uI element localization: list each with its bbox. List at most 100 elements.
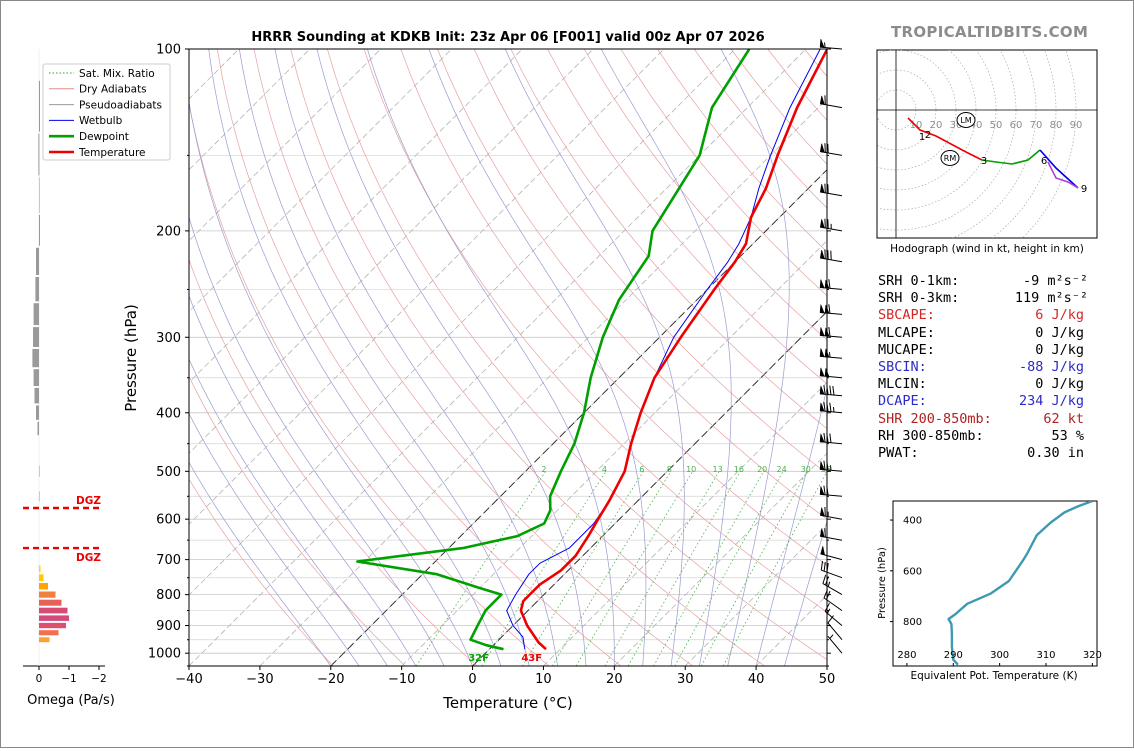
stat-row: MUCAPE: 0 J/kg bbox=[878, 342, 1098, 359]
y-tick-label: 100 bbox=[156, 43, 181, 58]
stat-value: 234 J/kg bbox=[1019, 393, 1084, 410]
stat-row: DCAPE:234 J/kg bbox=[878, 393, 1098, 410]
mixing-ratio-label: 6 bbox=[639, 465, 644, 474]
omega-bar bbox=[39, 592, 56, 598]
stat-value: 0 J/kg bbox=[1035, 325, 1084, 342]
moist-adiabat--8 bbox=[136, 49, 415, 666]
wind-barb bbox=[820, 368, 842, 378]
hodograph-ring-label: 80 bbox=[1050, 120, 1063, 131]
mixing-ratio-10 bbox=[576, 471, 693, 666]
wind-barbs bbox=[820, 39, 842, 653]
omega-bar bbox=[39, 608, 68, 614]
wind-barb bbox=[825, 603, 842, 625]
omega-bar bbox=[39, 623, 66, 628]
x-tick-label: −10 bbox=[388, 672, 415, 687]
moist-adiabat-36 bbox=[721, 49, 789, 666]
stat-row: SBCAPE:6 J/kg bbox=[878, 307, 1098, 324]
stat-label: SRH 0-1km: bbox=[878, 273, 959, 290]
wind-barb bbox=[820, 219, 842, 231]
wind-barb bbox=[820, 528, 842, 540]
stat-value: 62 kt bbox=[1043, 411, 1084, 428]
hodograph-ring-label: 70 bbox=[1030, 120, 1043, 131]
dgz-label: DGZ bbox=[76, 552, 101, 564]
y-tick-label: 200 bbox=[156, 224, 181, 239]
x-tick-label: 10 bbox=[535, 672, 552, 687]
moist-adiabat-24 bbox=[429, 49, 646, 666]
theta-e-x-tick-label: 320 bbox=[1083, 650, 1102, 661]
moist-adiabat-12 bbox=[275, 49, 558, 666]
stat-row: RH 300-850mb:53 % bbox=[878, 428, 1098, 445]
x-tick-label: 50 bbox=[819, 672, 836, 687]
hodograph-height-label: 2 bbox=[925, 130, 931, 141]
legend-label: Dry Adiabats bbox=[79, 84, 147, 96]
mixing-ratio-30 bbox=[701, 471, 807, 666]
omega-bar bbox=[32, 349, 39, 367]
theta-e-y-tick-label: 400 bbox=[903, 516, 922, 527]
x-tick-label: 20 bbox=[606, 672, 623, 687]
stat-label: SHR 200-850mb: bbox=[878, 411, 992, 428]
stat-row: MLCIN:0 J/kg bbox=[878, 376, 1098, 393]
theta-e-frame bbox=[893, 501, 1097, 666]
omega-bar bbox=[38, 422, 40, 435]
skewt-xlabel: Temperature (°C) bbox=[442, 694, 572, 712]
skewt-ylabel: Pressure (hPa) bbox=[122, 304, 140, 412]
mixing-ratio-20 bbox=[654, 471, 764, 666]
mixing-ratio-2 bbox=[416, 471, 546, 666]
stat-row: PWAT:0.30 in bbox=[878, 445, 1098, 462]
dry-adiabat-300 bbox=[254, 49, 693, 666]
moist-adiabat-16 bbox=[317, 49, 586, 666]
omega-bar bbox=[35, 388, 40, 404]
stat-value: -88 J/kg bbox=[1019, 359, 1084, 376]
y-tick-label: 400 bbox=[156, 406, 181, 421]
isotherm--40 bbox=[189, 49, 806, 666]
x-tick-label: 40 bbox=[748, 672, 765, 687]
stat-label: SBCIN: bbox=[878, 359, 927, 376]
mixing-ratio-36 bbox=[723, 471, 827, 666]
omega-bar bbox=[39, 615, 69, 621]
theta-e-xlabel: Equivalent Pot. Temperature (K) bbox=[910, 670, 1077, 682]
wind-barb bbox=[820, 184, 842, 196]
stat-label: PWAT: bbox=[878, 445, 919, 462]
omega-bar bbox=[36, 405, 39, 419]
y-tick-label: 1000 bbox=[148, 647, 181, 662]
hodograph-ring-label: 50 bbox=[990, 120, 1003, 131]
legend-label: Temperature bbox=[78, 147, 146, 159]
y-tick-label: 500 bbox=[156, 465, 181, 480]
mixing-ratio-6 bbox=[522, 471, 643, 666]
hodograph-height-label: 6 bbox=[1041, 156, 1047, 167]
omega-bar bbox=[35, 277, 39, 301]
legend-label: Pseudoadiabats bbox=[79, 99, 162, 111]
stat-row: SHR 200-850mb: 62 kt bbox=[878, 411, 1098, 428]
theta-e-x-tick-label: 280 bbox=[897, 650, 916, 661]
omega-bar bbox=[33, 327, 39, 347]
mixing-ratio-label: 24 bbox=[777, 465, 787, 474]
x-tick-label: 0 bbox=[468, 672, 476, 687]
stat-row: SBCIN: -88 J/kg bbox=[878, 359, 1098, 376]
omega-bar bbox=[38, 134, 39, 176]
omega-bar bbox=[34, 369, 39, 386]
legend-label: Sat. Mix. Ratio bbox=[79, 68, 155, 80]
stat-value: 119 m²s⁻² bbox=[1015, 290, 1088, 307]
stat-value: 0 J/kg bbox=[1035, 342, 1084, 359]
stat-row: MLCAPE: 0 J/kg bbox=[878, 325, 1098, 342]
theta-e-x-tick-label: 300 bbox=[990, 650, 1009, 661]
x-tick-label: −40 bbox=[175, 672, 202, 687]
stat-value: 0 J/kg bbox=[1035, 376, 1084, 393]
omega-tick-label: 0 bbox=[36, 673, 43, 685]
mixing-ratio-label: 16 bbox=[734, 465, 744, 474]
theta-e-y-tick-label: 600 bbox=[903, 566, 922, 577]
mixing-ratio-label: 20 bbox=[757, 465, 767, 474]
y-tick-label: 700 bbox=[156, 553, 181, 568]
surface-temp-annotation: 43F bbox=[521, 653, 542, 664]
site-watermark: TROPICALTIDBITS.COM bbox=[891, 23, 1088, 41]
storm-motion-label: LM bbox=[960, 116, 971, 125]
stat-label: MUCAPE: bbox=[878, 342, 935, 359]
omega-bar bbox=[36, 248, 39, 275]
moist-adiabat-4 bbox=[209, 49, 501, 666]
mixing-ratio-4 bbox=[482, 471, 606, 666]
x-tick-label: 30 bbox=[677, 672, 694, 687]
stat-label: MLCAPE: bbox=[878, 325, 935, 342]
wind-barb bbox=[821, 546, 842, 559]
